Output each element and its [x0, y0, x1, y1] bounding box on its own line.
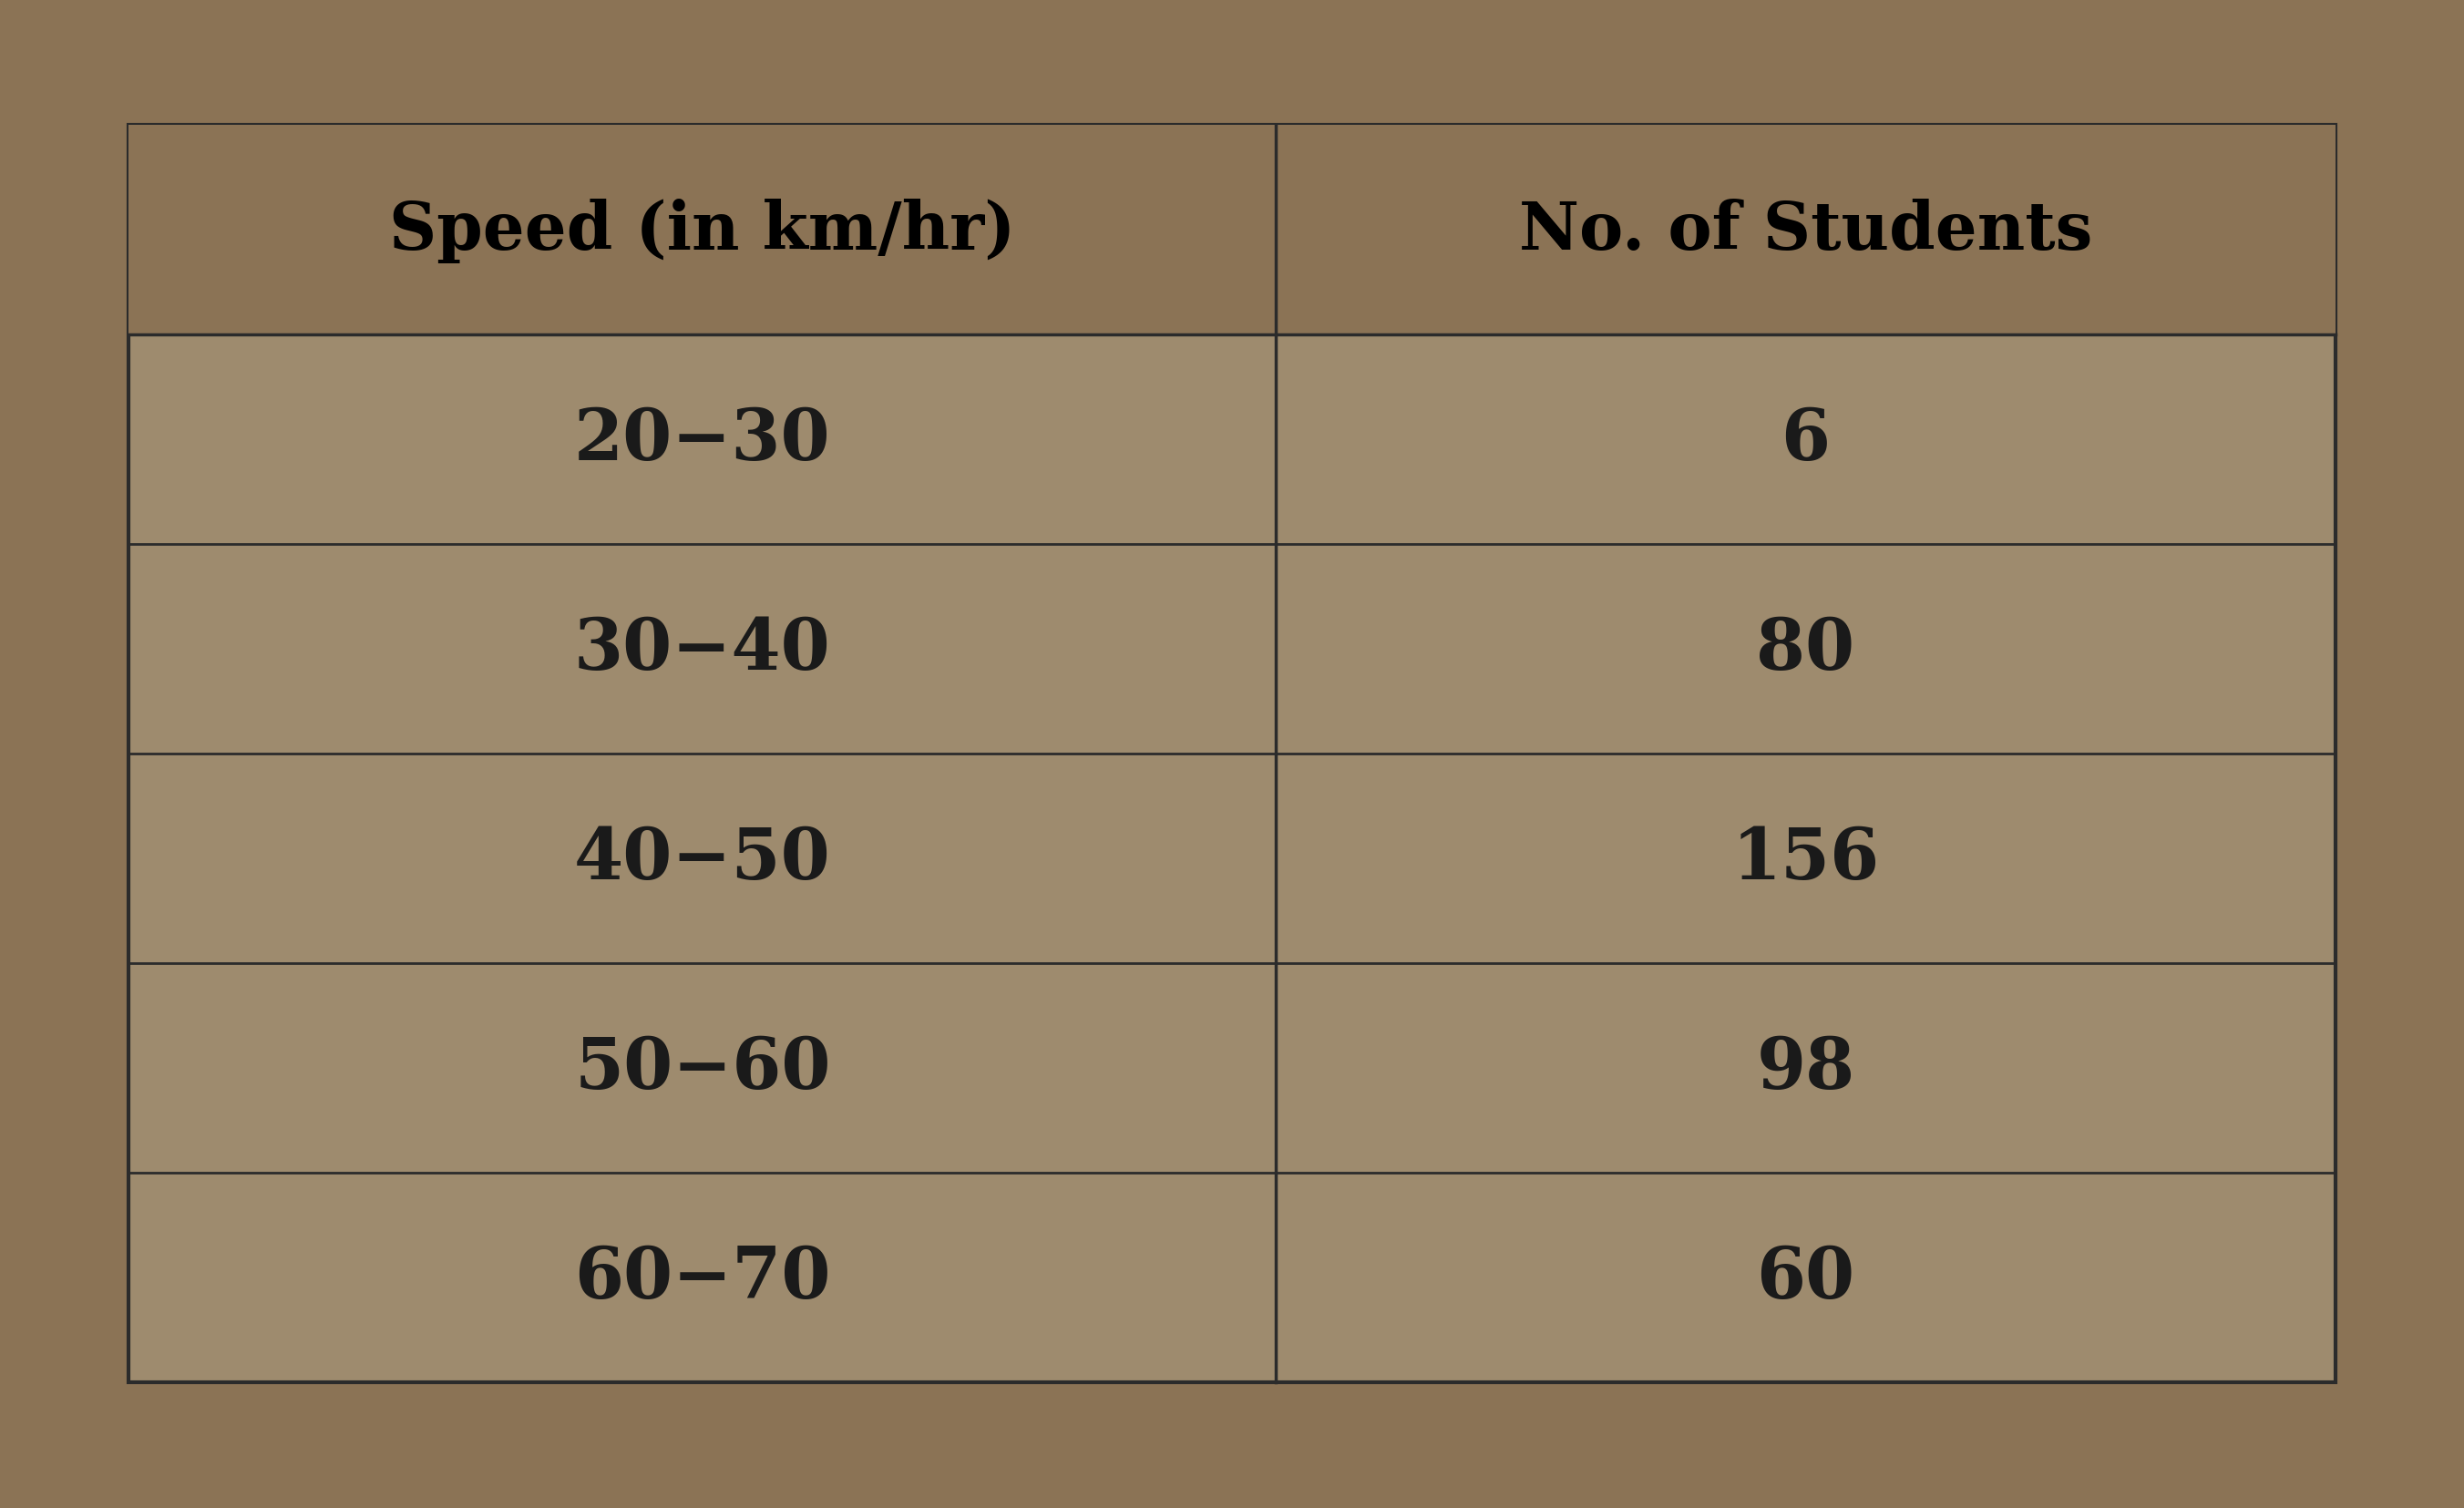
Text: 50−60: 50−60	[574, 1033, 830, 1102]
Text: 40−50: 40−50	[574, 823, 830, 893]
Text: No. of Students: No. of Students	[1518, 198, 2092, 262]
Bar	[128, 127, 2336, 1381]
Text: 6: 6	[1781, 406, 1831, 475]
Text: 30−40: 30−40	[574, 615, 830, 685]
Text: 156: 156	[1732, 823, 1880, 893]
Text: 20−30: 20−30	[574, 406, 830, 475]
Text: 60: 60	[1757, 1243, 1855, 1312]
Bar	[128, 127, 2336, 335]
Text: Speed (in km/hr): Speed (in km/hr)	[389, 198, 1015, 262]
Text: 80: 80	[1757, 615, 1855, 685]
Text: 98: 98	[1757, 1033, 1855, 1102]
Text: 60−70: 60−70	[574, 1243, 830, 1312]
